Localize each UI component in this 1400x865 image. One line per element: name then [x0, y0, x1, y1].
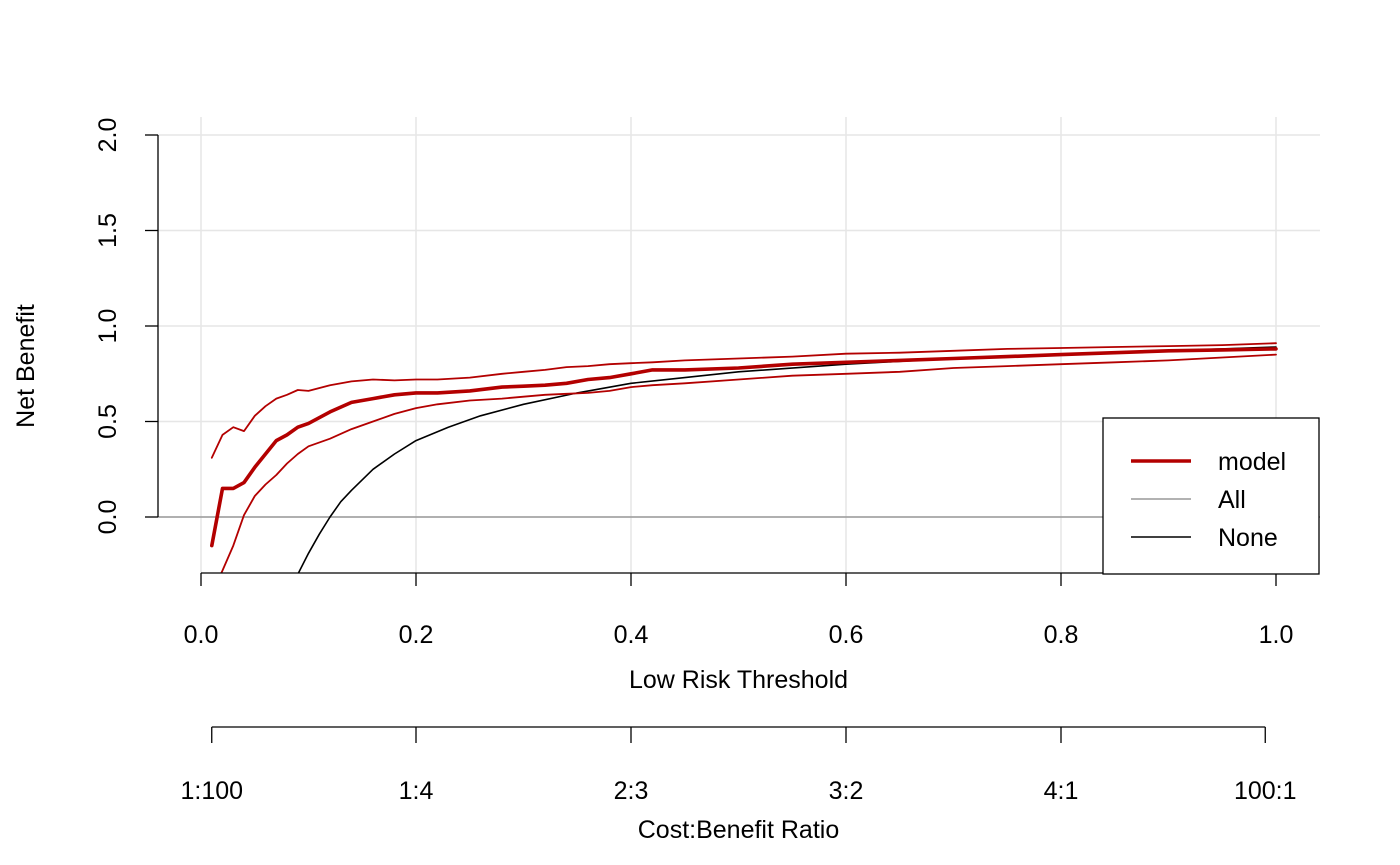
legend-label-none: None [1218, 524, 1278, 552]
secondary-tick-label: 1:4 [399, 777, 434, 805]
series-line-model-upper [210, 342, 1277, 459]
y-tick-label: 0.0 [94, 500, 122, 535]
x-tick-label: 0.4 [614, 621, 649, 649]
y-tick-label: 2.0 [94, 118, 122, 153]
series-line-model-lower [220, 353, 1277, 573]
legend-box [1102, 417, 1320, 575]
legend-label-model: model [1218, 448, 1286, 476]
secondary-tick-label: 4:1 [1044, 777, 1079, 805]
secondary-axis: 1:100 1:4 2:3 3:2 4:1 100:1 [180, 726, 1297, 805]
y-ticks: 0.0 0.5 1.0 1.5 2.0 [94, 118, 158, 535]
x-tick-label: 0.8 [1044, 621, 1079, 649]
secondary-tick-label: 100:1 [1234, 777, 1297, 805]
legend-label-all: All [1218, 486, 1246, 514]
secondary-tick-label: 1:100 [180, 777, 243, 805]
y-tick-label: 1.0 [94, 309, 122, 344]
legend: model All None [1102, 417, 1320, 575]
y-tick-label: 0.5 [94, 404, 122, 439]
y-axis-title: Net Benefit [12, 304, 40, 428]
secondary-tick-label: 3:2 [829, 777, 864, 805]
x-tick-label: 0.6 [829, 621, 864, 649]
y-tick-label: 1.5 [94, 213, 122, 248]
x-tick-label: 0.2 [399, 621, 434, 649]
axes: 0.0 0.2 0.4 0.6 0.8 1.0 0.0 0.5 1.0 1.5 2.0 1:100… [94, 118, 1297, 805]
series-line-model [210, 347, 1278, 548]
x-tick-label: 1.0 [1259, 621, 1294, 649]
x-tick-label: 0.0 [184, 621, 219, 649]
x-ticks: 0.0 0.2 0.4 0.6 0.8 1.0 [184, 573, 1294, 649]
secondary-tick-label: 2:3 [614, 777, 649, 805]
secondary-axis-title: Cost:Benefit Ratio [638, 816, 840, 844]
x-axis-title: Low Risk Threshold [629, 666, 848, 694]
